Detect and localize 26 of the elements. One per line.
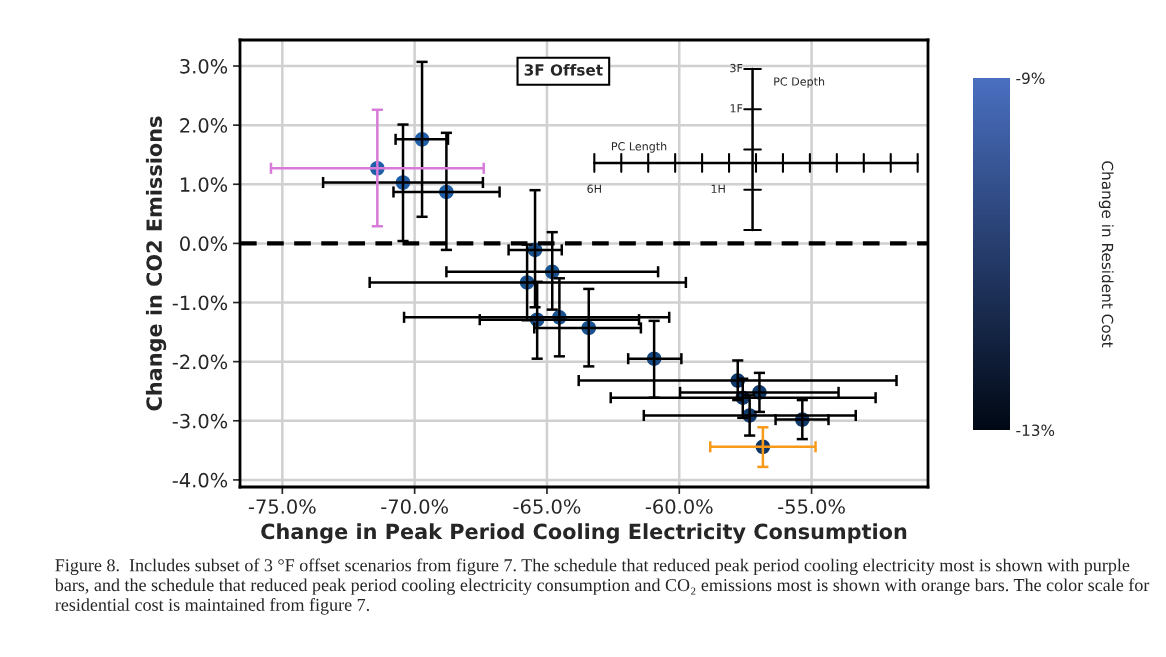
x-tick-label: -65.0% bbox=[513, 499, 581, 514]
y-tick-label: -3.0% bbox=[172, 413, 228, 429]
y-tick-label: 0.0% bbox=[180, 236, 228, 252]
color-bar-title: Change in Resident Cost bbox=[1098, 161, 1114, 348]
y-axis-title: Change in CO2 Emissions bbox=[145, 116, 167, 411]
annotation: 1H bbox=[711, 184, 725, 193]
color-bar-label: -13% bbox=[1016, 424, 1055, 437]
y-tick-label: 3.0% bbox=[180, 58, 228, 74]
y-tick-label: -2.0% bbox=[172, 354, 228, 370]
x-tick-label: -75.0% bbox=[248, 499, 316, 514]
x-axis-title: Change in Peak Period Cooling Electricity Consumption bbox=[261, 523, 907, 544]
y-tick-label: 1.0% bbox=[180, 177, 228, 192]
x-tick-label: -55.0% bbox=[778, 499, 845, 514]
color-bar-label: -9% bbox=[1016, 72, 1045, 85]
annotation: 3F bbox=[730, 63, 743, 73]
annotation: 6H bbox=[587, 184, 601, 193]
caption: Figure 8. Includes subset of 3 °F offset scenarios from figure 7. The schedule that reduced peak period cooling electricity most is shown with purple bars, and the schedule that reduced peak period cooling electricity consumption and CO₂ emissions most is shown with orange bars. The color scale for residential cost is maintained from figure 7. bbox=[54, 558, 1150, 615]
y-tick-label: 2.0% bbox=[180, 118, 228, 133]
annotation: 3F Offset bbox=[524, 63, 603, 76]
annotation: 1F bbox=[730, 104, 743, 113]
y-tick-label: -4.0% bbox=[172, 472, 228, 488]
annotation: PC Length bbox=[611, 141, 667, 153]
x-tick-label: -70.0% bbox=[381, 499, 448, 514]
y-tick-label: -1.0% bbox=[172, 295, 228, 311]
annotation: PC Depth bbox=[774, 77, 825, 88]
x-tick-label: -60.0% bbox=[645, 499, 713, 514]
